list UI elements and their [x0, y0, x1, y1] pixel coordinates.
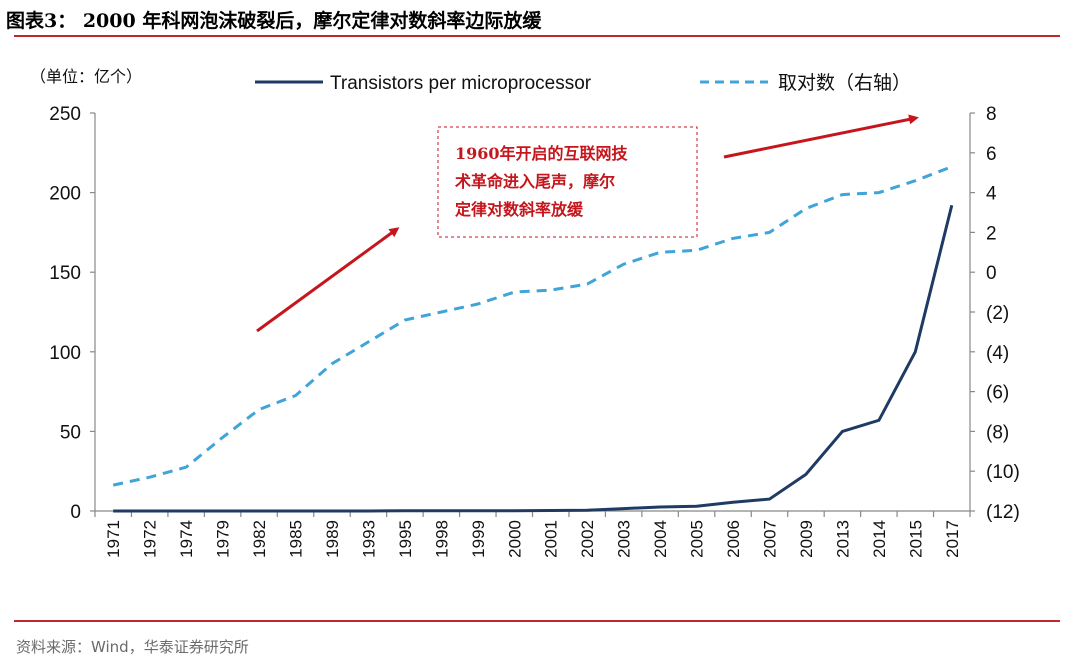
x-tick-label: 1998: [432, 520, 451, 558]
x-tick-label: 1989: [323, 520, 342, 558]
x-tick-label: 2014: [870, 520, 889, 558]
right-tick-label: 6: [986, 144, 997, 165]
x-tick-label: 1982: [250, 520, 269, 558]
right-tick-label: (6): [986, 383, 1009, 404]
figure-title: 图表3： 2000 年科网泡沫破裂后，摩尔定律对数斜率边际放缓: [6, 10, 542, 32]
source-note: 资料来源：Wind，华泰证券研究所: [16, 638, 249, 656]
x-tick-label: 2013: [833, 520, 852, 558]
x-tick-label: 2009: [797, 520, 816, 558]
right-tick-label: (4): [986, 343, 1009, 364]
series-transistors-line: [113, 204, 954, 513]
annotation-line-2: 术革命进入尾声，摩尔: [454, 172, 615, 191]
unit-label: （单位：亿个）: [30, 67, 142, 86]
x-tick-label: 2017: [943, 520, 962, 558]
right-axis-ticks: (12) (10) (8) (6) (4) (2) 0 2 4 6 8: [970, 104, 1020, 523]
footer-divider: [14, 620, 1060, 622]
x-axis-ticks: 1971 1972 1974 1979 1982 1985 1989 1993 1995 1998…: [94, 511, 971, 558]
x-tick-label: 2001: [542, 520, 561, 558]
annotation-line-3: 定律对数斜率放缓: [454, 200, 584, 219]
left-tick-label: 150: [49, 263, 81, 284]
left-tick-label: 100: [49, 343, 81, 364]
left-tick-label: 0: [70, 502, 81, 523]
left-tick-label: 50: [60, 422, 81, 443]
x-tick-label: 2004: [651, 520, 670, 558]
trend-arrow-left: [256, 227, 400, 333]
x-tick-label: 2002: [578, 520, 597, 558]
left-axis-ticks: 0 50 100 150 200 250: [49, 104, 95, 523]
right-tick-label: (2): [986, 303, 1009, 324]
right-tick-label: (8): [986, 422, 1009, 443]
right-tick-label: 0: [986, 263, 997, 284]
x-tick-label: 1995: [396, 520, 415, 558]
annotation-line-1: 1960年开启的互联网技: [455, 144, 629, 163]
x-tick-label: 1972: [141, 520, 160, 558]
right-tick-label: (12): [986, 502, 1020, 523]
x-tick-label: 1974: [177, 520, 196, 558]
left-tick-label: 200: [49, 184, 81, 205]
right-tick-label: 4: [986, 184, 997, 205]
x-tick-label: 1985: [287, 520, 306, 558]
left-tick-label: 250: [49, 104, 81, 125]
annotation-box: [437, 126, 698, 238]
series-log-line: [112, 165, 953, 487]
x-tick-label: 2006: [724, 520, 743, 558]
right-tick-label: (10): [986, 462, 1020, 483]
right-tick-label: 2: [986, 223, 997, 244]
x-tick-label: 2000: [505, 520, 524, 558]
x-tick-label: 2003: [615, 520, 634, 558]
legend-label-transistors: Transistors per microprocessor: [330, 73, 592, 94]
x-tick-label: 1979: [214, 520, 233, 558]
legend-label-log: 取对数（右轴）: [778, 72, 911, 94]
x-tick-label: 2005: [688, 520, 707, 558]
x-tick-label: 1993: [359, 520, 378, 558]
trend-arrow-right: [723, 114, 919, 159]
x-tick-label: 2007: [760, 520, 779, 558]
x-tick-label: 1999: [469, 520, 488, 558]
x-tick-label: 2015: [906, 520, 925, 558]
title-divider: [14, 35, 1060, 37]
x-tick-label: 1971: [104, 520, 123, 558]
right-tick-label: 8: [986, 104, 997, 125]
